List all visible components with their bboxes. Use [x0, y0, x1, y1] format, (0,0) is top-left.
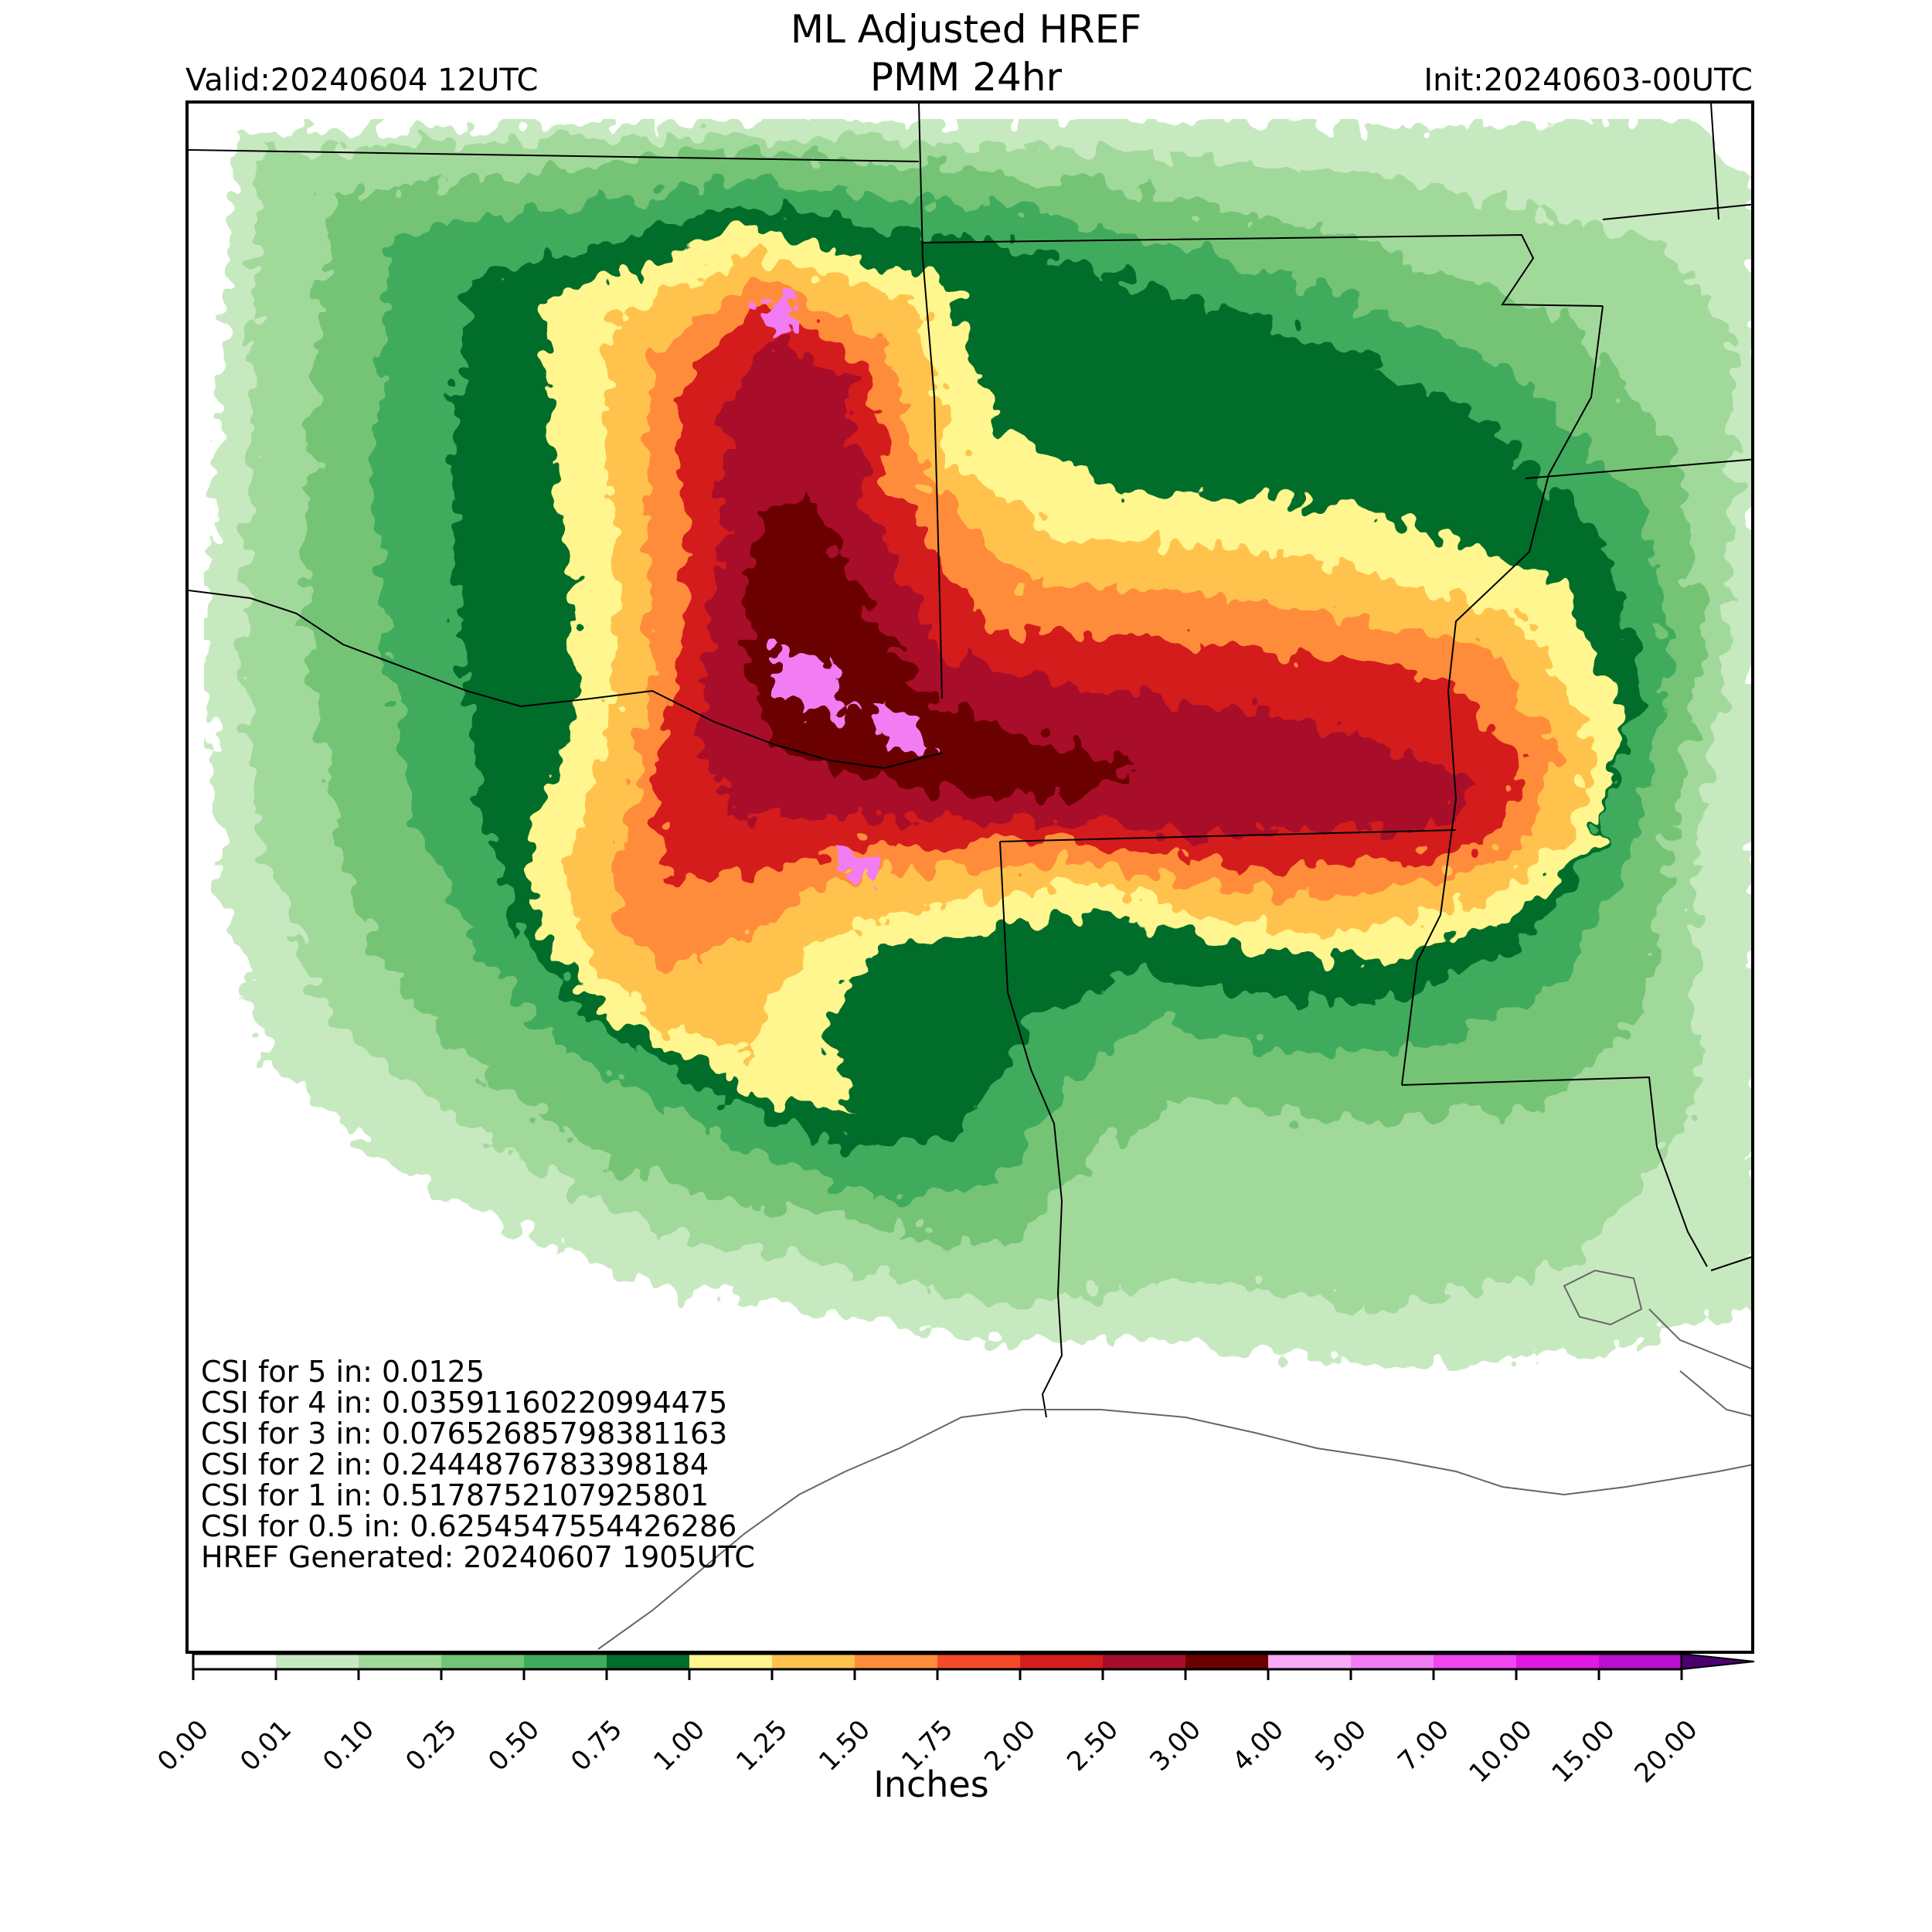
colorbar-cell-10	[1020, 1654, 1103, 1669]
colorbar-cell-16	[1516, 1654, 1599, 1669]
colorbar-cell-6	[689, 1654, 772, 1669]
state-boundaries	[189, 104, 1751, 1418]
precip-contour-pink-14	[838, 845, 884, 884]
state-line-ks-ok	[189, 149, 920, 162]
precip-contour-pink-11	[776, 645, 853, 722]
colorbar-cell-14	[1351, 1654, 1434, 1669]
gulf-coastline	[597, 1409, 1751, 1650]
state-line-la-ms	[1401, 1076, 1708, 1267]
colorbar-cells	[192, 1652, 1683, 1671]
colorbar-cell-8	[855, 1654, 937, 1669]
csi-1in: CSI for 1 in: 0.5178752107925801	[201, 1478, 709, 1512]
colorbar-cell-9	[937, 1654, 1020, 1669]
map-title: ML Adjusted HREF	[790, 7, 1142, 52]
precip-contour-pink-13	[760, 297, 799, 335]
state-line-tn	[1602, 203, 1751, 220]
colorbar-cell-5	[607, 1654, 689, 1669]
href-generated: HREF Generated: 20240607 1905UTC	[201, 1540, 755, 1574]
state-line-ms-tn-east	[1710, 104, 1719, 220]
csi-stats: CSI for 5 in: 0.0125 CSI for 4 in: 0.035…	[201, 1356, 755, 1573]
colorbar-cell-2	[359, 1654, 441, 1669]
colorbar-ticks	[192, 1669, 1683, 1680]
csi-3in: CSI for 3 in: 0.07652685798381163	[201, 1417, 728, 1451]
precip-field	[204, 119, 1751, 1371]
delta-fingers	[1648, 1308, 1751, 1417]
colorbar-label: Inches	[873, 1764, 989, 1805]
colorbar-cell-12	[1185, 1654, 1268, 1669]
precipitation-map	[185, 100, 1754, 1654]
init-time: Init:20240603-00UTC	[1423, 63, 1753, 98]
csi-2in: CSI for 2 in: 0.2444876783398184	[201, 1447, 709, 1481]
map-subtitle: PMM 24hr	[869, 55, 1063, 100]
colorbar-cell-17	[1599, 1654, 1682, 1669]
precip-contour-pink-12	[869, 706, 930, 753]
state-line-tx-la	[999, 841, 1063, 1418]
state-line-ms-al	[1710, 1256, 1751, 1271]
precip-contour-maroon-10	[745, 490, 1131, 799]
valid-time: Valid:20240604 12UTC	[185, 63, 539, 98]
colorbar-cell-11	[1103, 1654, 1185, 1669]
colorbar-cell-13	[1268, 1654, 1351, 1669]
colorbar	[192, 1652, 1755, 1680]
state-line-mo-ar	[922, 233, 1604, 307]
colorbar-cell-15	[1434, 1654, 1516, 1669]
colorbar-cell-3	[441, 1654, 524, 1669]
colorbar-extend-arrow	[1681, 1652, 1755, 1671]
colorbar-cell-0	[193, 1654, 276, 1669]
colorbar-cell-4	[524, 1654, 607, 1669]
state-line-tn-ms	[1525, 458, 1751, 479]
state-line-ms-river	[1401, 305, 1604, 1086]
precip-map-canvas	[189, 104, 1751, 1650]
mississippi-delta	[1563, 1269, 1643, 1326]
coastline	[597, 1269, 1751, 1650]
colorbar-cell-7	[772, 1654, 855, 1669]
colorbar-cell-1	[276, 1654, 359, 1669]
csi-4in: CSI for 4 in: 0.03591160220994475	[201, 1386, 728, 1420]
state-line-red-river	[189, 590, 943, 770]
csi-05in: CSI for 0.5 in: 0.6254547554426286	[201, 1509, 737, 1543]
state-line-ok-tx-panhandle	[918, 104, 943, 699]
state-line-ar-la	[999, 829, 1457, 842]
csi-5in: CSI for 5 in: 0.0125	[201, 1355, 485, 1389]
